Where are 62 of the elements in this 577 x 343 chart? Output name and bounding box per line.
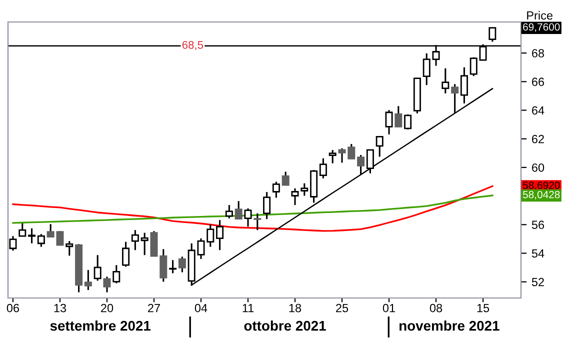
candlestick (225, 204, 233, 220)
candlestick (122, 241, 130, 268)
candlestick (94, 254, 102, 282)
x-tick-label: 06 (6, 304, 20, 312)
y-tick-label: 64 (532, 106, 544, 115)
candlestick (366, 148, 374, 174)
x-tick-label: 27 (148, 304, 160, 312)
candlestick (488, 27, 496, 42)
candlestick (357, 154, 365, 176)
candlestick (319, 158, 327, 180)
candlestick (328, 149, 336, 164)
candlestick (9, 235, 17, 252)
text: 69,7600 (523, 23, 560, 32)
candlestick (234, 200, 242, 220)
y-tick-label: 54 (532, 249, 544, 258)
line-series (12, 194, 494, 224)
candlestick (178, 256, 186, 274)
text: novembre 2021 (400, 320, 500, 331)
y-tick-label: 68 (532, 49, 544, 58)
x-tick-label: 01 (382, 304, 396, 312)
candlestick (206, 224, 214, 248)
candlestick (272, 180, 280, 199)
candlestick (244, 208, 252, 228)
y-tick-label: 66 (532, 78, 544, 86)
candlestick (376, 135, 384, 158)
y-axis-title: Price (527, 10, 552, 20)
text: 58,0428 (522, 190, 560, 200)
candlestick (131, 229, 139, 251)
candlestick (169, 259, 177, 274)
x-tick-label: 15 (477, 304, 490, 312)
y-tick-label: 52 (532, 278, 544, 286)
text: ottobre 2021 (244, 320, 326, 331)
candlestick (84, 269, 92, 291)
x-tick-label: 25 (336, 304, 348, 312)
candlestick (160, 248, 168, 282)
candlestick (282, 170, 290, 186)
candlestick (66, 240, 74, 256)
candlestick (385, 109, 393, 136)
candlestick (404, 114, 412, 130)
y-tick-label: 56 (532, 220, 544, 230)
x-tick-label: 11 (242, 304, 254, 312)
candlestick (460, 66, 468, 104)
candlestick (140, 232, 148, 256)
x-tick-label: 13 (54, 304, 66, 312)
candlestick (18, 222, 26, 237)
candlestick (422, 52, 430, 86)
text: settembre 2021 (50, 320, 151, 331)
ref-line-label: 68,5 (182, 40, 204, 50)
candlestick (216, 219, 224, 251)
candlestick (28, 228, 36, 244)
text: 58,6920 (522, 182, 560, 190)
x-tick-label: 04 (194, 304, 208, 312)
y-tick-label: 60 (532, 163, 544, 172)
x-tick-label: 08 (430, 304, 442, 312)
candlestick (37, 233, 45, 248)
x-tick-label: 18 (289, 304, 302, 312)
candlestick (442, 68, 450, 94)
candlestick (263, 191, 271, 220)
y-tick-label: 62 (532, 134, 544, 144)
candlestick (112, 264, 120, 284)
x-tick-label: 20 (101, 304, 114, 312)
candlestick (470, 56, 478, 77)
